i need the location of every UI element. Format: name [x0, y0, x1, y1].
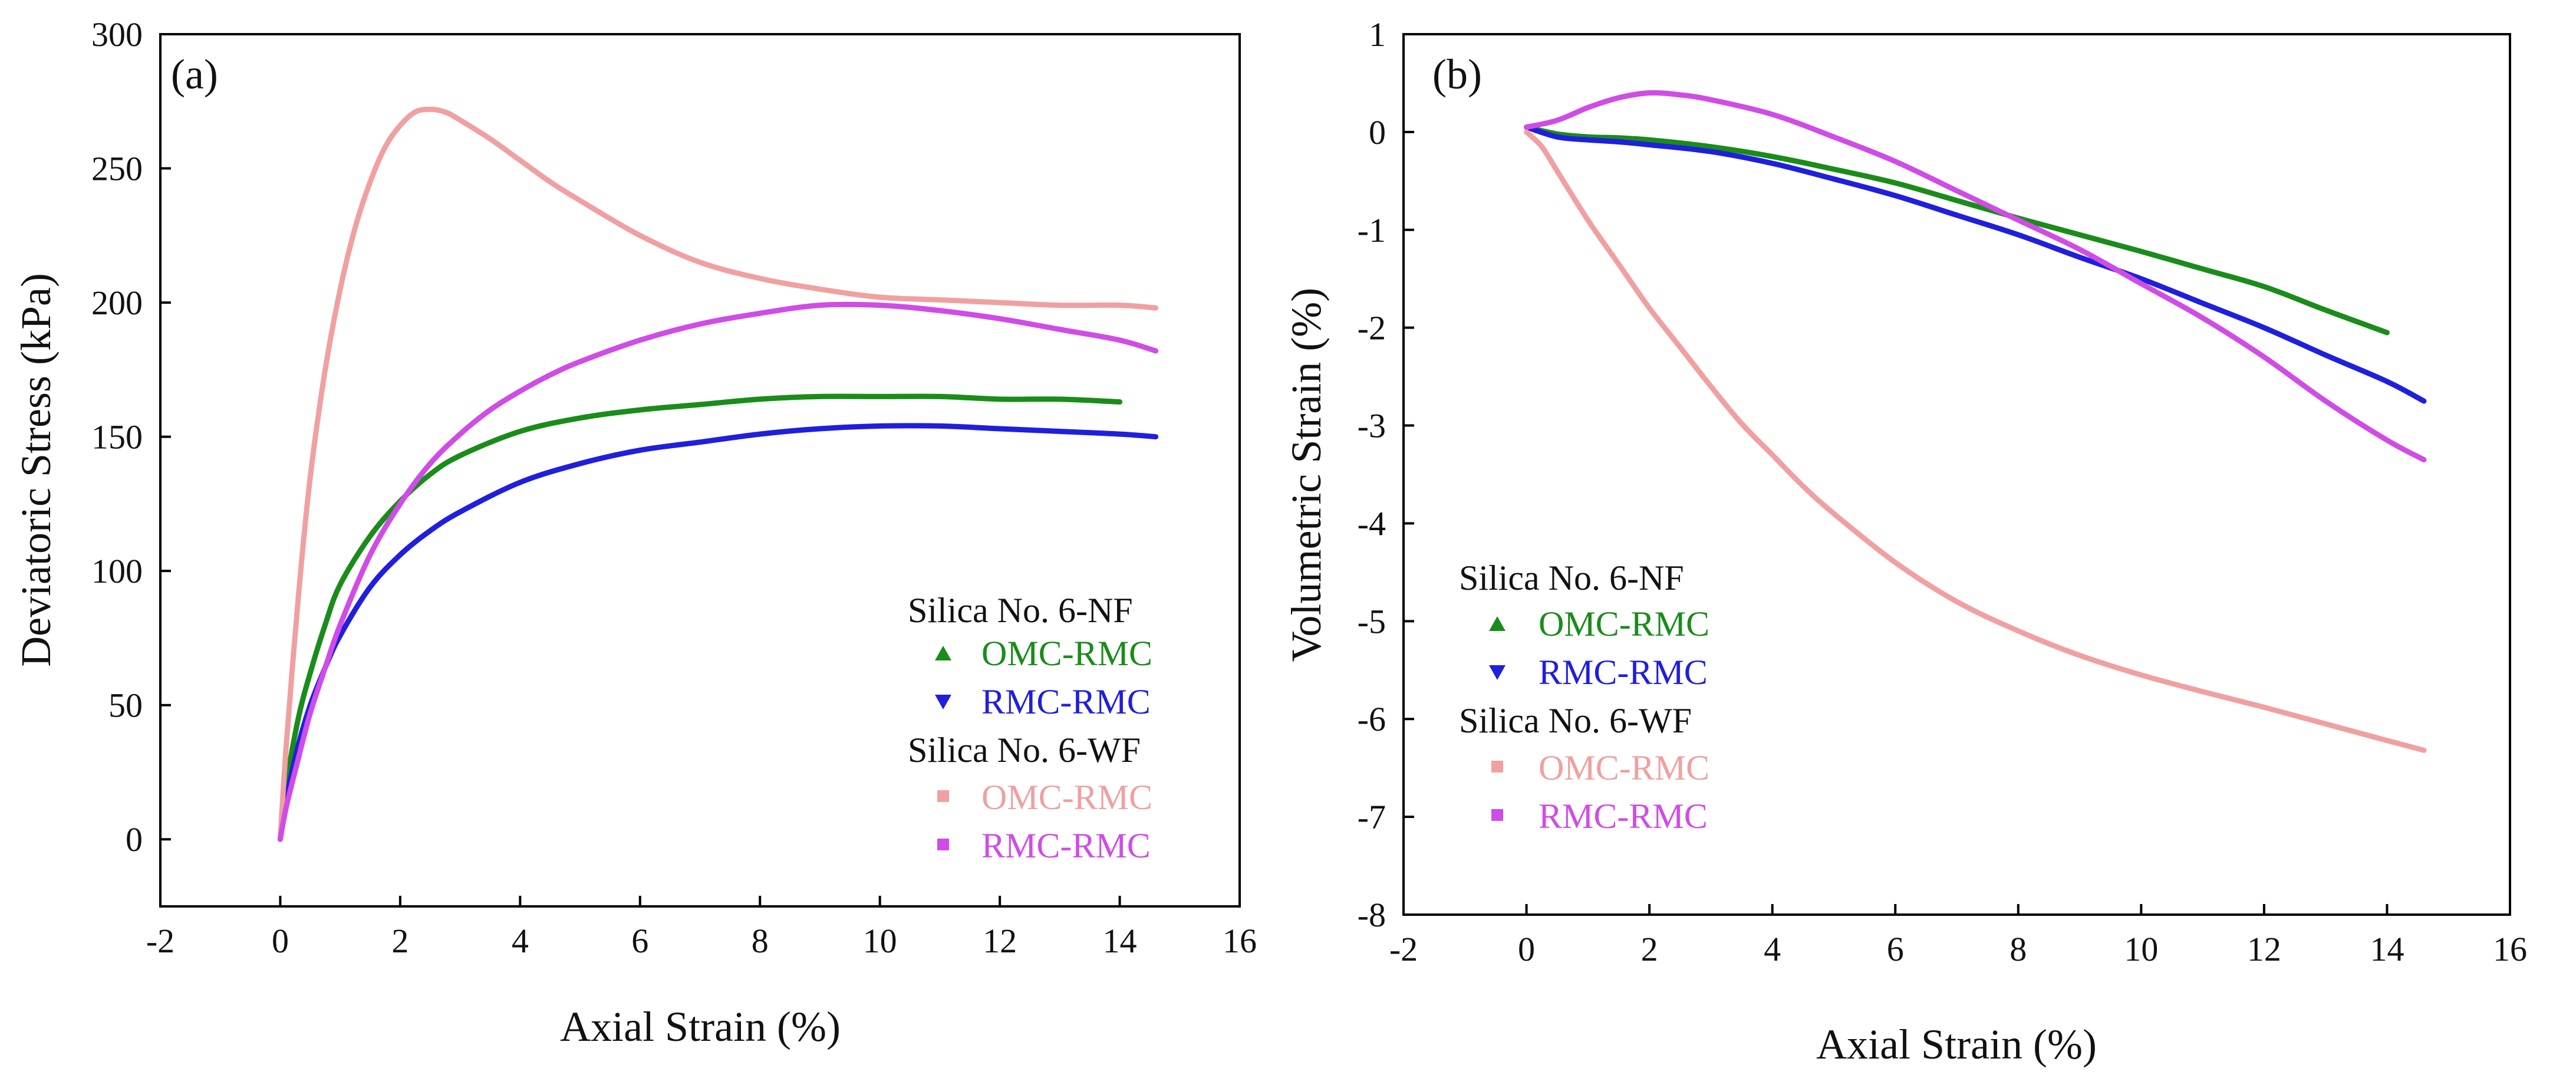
panel-b-plot-frame — [1402, 33, 2511, 916]
panel-b-x-tick-label: 12 — [2247, 930, 2281, 968]
panel-b-legend-marker-wf-rmc — [1491, 809, 1503, 821]
panel-a-x-tick-label: 0 — [272, 922, 289, 960]
panel-b-x-tick-label: 16 — [2493, 930, 2527, 968]
panel-a-x-axis-title: Axial Strain (%) — [560, 1003, 841, 1050]
panel-b-y-ticks: 1 0 -1 -2 -3 -4 -5 -6 -7 -8 — [1358, 15, 1414, 934]
panel-a-legend-entry-wf-omc: OMC-RMC — [981, 778, 1152, 817]
panel-b-legend-marker-nf-omc — [1489, 616, 1506, 631]
panel-b-legend-group-1-title: Silica No. 6-NF — [1459, 558, 1684, 597]
panel-a-x-tick-label: 14 — [1103, 922, 1137, 960]
panel-b-series-silica-no-6-nf-rmc-rmc — [1524, 124, 2427, 404]
panel-b-y-tick-label: 1 — [1369, 15, 1386, 54]
panel-b-legend-entry-nf-rmc: RMC-RMC — [1539, 653, 1708, 692]
panel-a-y-tick-label: 250 — [91, 150, 143, 188]
panel-a-y-axis-title: Deviatoric Stress (kPa) — [12, 273, 60, 667]
panel-b-series-silica-no-6-wf-rmc-rmc — [1524, 90, 2427, 463]
panel-b-y-tick-label: -4 — [1358, 504, 1386, 543]
panel-a-legend-marker-nf-omc — [935, 646, 951, 660]
panel-b-x-axis-title: Axial Strain (%) — [1816, 1021, 2097, 1068]
panel-a-x-tick-label: 6 — [631, 922, 648, 960]
panel-a-y-tick-label: 50 — [108, 686, 143, 725]
panel-b-y-tick-label: -2 — [1358, 309, 1386, 347]
panel-a-x-tick-label: 10 — [863, 922, 897, 960]
panel-b-x-tick-label: 8 — [2010, 930, 2027, 968]
panel-a-legend-entry-nf-rmc: RMC-RMC — [981, 682, 1151, 721]
panel-a-x-tick-label: -2 — [146, 922, 174, 960]
panel-b-y-tick-label: 0 — [1369, 113, 1386, 152]
panel-a-y-ticks: 0 50 100 150 200 250 300 — [91, 15, 171, 859]
panel-b-x-tick-label: 14 — [2370, 930, 2404, 968]
panel-a-x-tick-label: 2 — [391, 922, 409, 960]
panel-b-legend-marker-wf-omc — [1491, 761, 1503, 773]
panel-b-x-tick-label: 0 — [1518, 930, 1535, 968]
panel-a-series-silica-no-6-nf-omc-rmc — [277, 393, 1123, 842]
panel-a-y-tick-label: 150 — [91, 418, 143, 456]
panel-b-x-tick-label: 6 — [1887, 930, 1904, 968]
panel-a-legend-marker-wf-rmc — [937, 839, 949, 850]
panel-a-x-tick-label: 4 — [512, 922, 529, 960]
panel-a-legend-entry-wf-rmc: RMC-RMC — [981, 826, 1151, 865]
panel-a-legend-entry-nf-omc: OMC-RMC — [981, 634, 1152, 673]
panel-b-chart: -2 0 2 4 6 8 10 12 14 16 10-1-2-3-4-5-6-7-8 (b) A… — [1283, 15, 2527, 1068]
panel-a-series-group — [277, 106, 1159, 842]
panel-a-y-tick-label: 200 — [91, 284, 143, 322]
panel-a-y-tick-label: 100 — [91, 552, 143, 590]
panel-a-series-silica-no-6-wf-rmc-rmc — [277, 301, 1159, 842]
panel-b-x-ticks: -2 0 2 4 6 8 10 12 14 16 — [1389, 904, 2527, 968]
panel-b-legend-entry-wf-rmc: RMC-RMC — [1539, 797, 1708, 836]
panel-b-y-tick-label: -1 — [1358, 211, 1386, 249]
panel-a-x-ticks: -2 0 2 4 6 8 10 12 14 16 — [146, 896, 1257, 960]
panel-b-y-tick-label: -3 — [1358, 407, 1386, 445]
panel-a-legend: Silica No. 6-NF OMC-RMC RMC-RMC Silica N… — [908, 591, 1152, 865]
panel-a-plot-frame — [159, 33, 1241, 908]
panel-a-series-silica-no-6-wf-omc-rmc — [277, 106, 1159, 842]
panel-b-legend-marker-nf-rmc — [1489, 665, 1506, 680]
panel-b-label: (b) — [1432, 51, 1482, 98]
panel-a-label: (a) — [171, 51, 218, 98]
panel-b-legend-group-2-title: Silica No. 6-WF — [1459, 701, 1692, 740]
panel-a-x-tick-label: 16 — [1223, 922, 1257, 960]
panel-a-legend-group-1-title: Silica No. 6-NF — [908, 591, 1133, 630]
panel-b-series-silica-no-6-wf-omc-rmc — [1524, 129, 2427, 753]
panel-b-x-tick-label: 4 — [1764, 930, 1781, 968]
panel-a-legend-group-2-title: Silica No. 6-WF — [908, 731, 1141, 770]
panel-a-chart: -2 0 2 4 6 8 10 12 14 16 0 50 100 150 200 250 300 (a) A… — [12, 15, 1257, 1050]
panel-b-x-tick-label: 2 — [1641, 930, 1658, 968]
panel-b-y-tick-label: -6 — [1358, 700, 1386, 738]
panel-b-x-tick-label: -2 — [1389, 930, 1418, 968]
panel-a-legend-marker-nf-rmc — [935, 695, 951, 709]
panel-b-y-tick-label: -7 — [1358, 798, 1386, 836]
panel-b-legend-entry-wf-omc: OMC-RMC — [1539, 748, 1709, 787]
panel-b-series-silica-no-6-nf-omc-rmc — [1524, 124, 2390, 336]
panel-b-legend-entry-nf-omc: OMC-RMC — [1539, 604, 1709, 643]
panel-b-y-axis-title: Volumetric Strain (%) — [1283, 288, 1330, 662]
panel-b-series-group — [1524, 90, 2427, 753]
panel-a-x-tick-label: 12 — [983, 922, 1017, 960]
panel-a-x-tick-label: 8 — [752, 922, 769, 960]
panel-a-y-tick-label: 0 — [126, 820, 143, 859]
panel-b-y-tick-label: -8 — [1358, 896, 1386, 934]
panel-b-x-tick-label: 10 — [2124, 930, 2158, 968]
panel-a-legend-marker-wf-omc — [937, 790, 949, 802]
panel-b-legend: Silica No. 6-NF OMC-RMC RMC-RMC Silica N… — [1459, 558, 1709, 836]
panel-a-y-tick-label: 300 — [91, 15, 143, 54]
panel-b-y-tick-label: -5 — [1358, 602, 1386, 640]
